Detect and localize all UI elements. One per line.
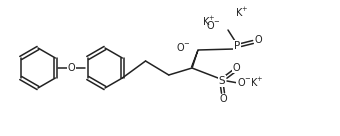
Text: K$^{+}$: K$^{+}$	[250, 75, 264, 89]
Text: O: O	[68, 63, 75, 73]
Text: O: O	[219, 94, 227, 104]
Text: O: O	[232, 63, 240, 73]
Polygon shape	[191, 50, 198, 67]
Text: P: P	[234, 41, 240, 51]
Text: K$^{+}$: K$^{+}$	[202, 14, 216, 28]
Text: O$^{-}$: O$^{-}$	[237, 76, 251, 88]
Text: S: S	[219, 76, 225, 86]
Text: O: O	[254, 35, 262, 45]
Text: K$^{+}$: K$^{+}$	[235, 5, 249, 18]
Text: O$^{-}$: O$^{-}$	[206, 19, 221, 31]
Text: O$^{-}$: O$^{-}$	[176, 41, 191, 53]
